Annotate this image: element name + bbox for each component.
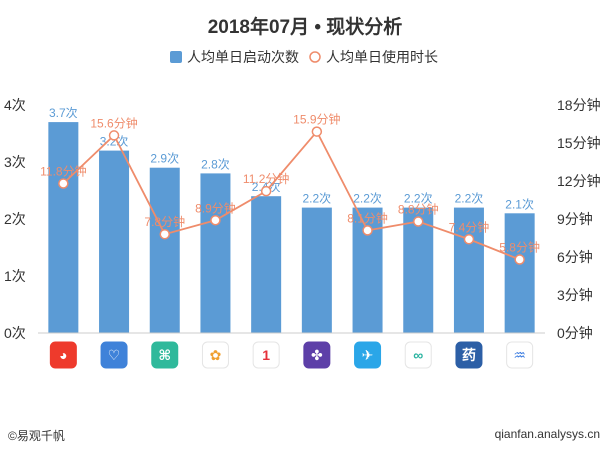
app-icon-4-glyph: ✿: [210, 347, 222, 363]
y-left-tick-label: 0次: [4, 325, 26, 341]
line-value-label: 11.8分钟: [40, 164, 86, 179]
line-value-label: 11.2分钟: [243, 171, 289, 186]
bar-value-label: 3.7次: [49, 106, 78, 120]
app-icon-10-glyph: ♒: [513, 347, 526, 363]
line-value-label: 8.1分钟: [347, 210, 388, 225]
app-icon-10: [506, 341, 534, 369]
bar-value-label: 2.2次: [455, 192, 484, 206]
line-value-label: 8.8分钟: [398, 202, 439, 217]
legend-line-swatch: [309, 51, 321, 63]
bar-value-label: 2.9次: [150, 152, 179, 166]
line-value-label: 15.9分钟: [293, 112, 340, 127]
line-value-label: 7.8分钟: [144, 214, 185, 229]
bar: [301, 207, 332, 333]
app-icon-5-glyph: 1: [262, 347, 270, 363]
chart-title: 2018年07月 • 现状分析: [208, 15, 403, 38]
y-right-tick-label: 9分钟: [557, 211, 593, 227]
line-value-label: 8.9分钟: [195, 200, 236, 215]
legend-line-label: 人均单日使用时长: [326, 49, 438, 65]
bar-value-label: 2.1次: [505, 197, 534, 211]
bar-value-label: 2.2次: [404, 192, 433, 206]
bar-value-label: 2.2次: [353, 192, 382, 206]
y-right-tick-label: 12分钟: [557, 173, 601, 189]
bar-value-label: 2.8次: [201, 157, 230, 171]
app-icon-8-glyph: ∞: [413, 347, 423, 363]
line-point: [362, 225, 373, 236]
bar: [200, 173, 231, 333]
y-right-tick-label: 0分钟: [557, 325, 593, 341]
bar: [251, 196, 282, 333]
bar: [453, 207, 484, 333]
app-icon-6: [303, 341, 331, 369]
y-left-tick-label: 4次: [4, 97, 26, 113]
line-series: [62, 129, 520, 261]
bar: [149, 167, 180, 333]
app-icon-3-glyph: ⌘: [158, 347, 171, 363]
line-point: [463, 234, 475, 245]
line-point: [58, 178, 69, 189]
line-point: [311, 126, 323, 137]
y-right-tick-label: 18分钟: [557, 97, 601, 113]
app-icon-7-glyph: ✈: [362, 347, 374, 363]
y-left-tick-label: 3次: [4, 154, 26, 170]
footer-copyright: ©易观千帆: [8, 429, 65, 443]
app-icon-5: [252, 341, 280, 369]
line-point: [108, 130, 120, 141]
line-point: [210, 215, 221, 226]
footer-url: qianfan.analysys.cn: [494, 427, 600, 441]
legend-bar-swatch: [170, 51, 182, 63]
y-right-tick-label: 3分钟: [557, 287, 593, 303]
legend-bar-label: 人均单日启动次数: [187, 49, 299, 65]
y-left-tick-label: 1次: [4, 268, 26, 284]
line-point: [514, 254, 525, 265]
app-icon-4: [201, 341, 229, 369]
line-point: [260, 185, 272, 197]
y-right-tick-label: 15分钟: [557, 135, 601, 151]
line-point: [413, 216, 424, 227]
app-icon-2-glyph: ♡: [108, 347, 121, 363]
bar-value-label: 2.2次: [303, 192, 332, 206]
bar-value-label: 3.2次: [100, 135, 129, 149]
line-value-label: 5.8分钟: [499, 240, 540, 255]
line-value-label: 15.6分钟: [90, 115, 137, 130]
bar: [48, 122, 79, 333]
app-icon-1-glyph: ◕: [59, 347, 67, 363]
bar: [403, 207, 434, 333]
app-icon-2: [100, 341, 128, 369]
y-right-tick-label: 6分钟: [557, 249, 593, 265]
bar: [99, 150, 130, 333]
y-left-tick-label: 2次: [4, 211, 26, 227]
app-icon-6-glyph: ✤: [311, 347, 323, 363]
plot-area: 0次 1次 2次 3次 4次 0分钟 3分钟 6分钟 9分钟 12分钟 15分钟 18分钟 3.7次 3.…: [4, 97, 601, 369]
app-icon-3: [151, 341, 179, 369]
app-icon-9-glyph: 药: [462, 347, 476, 363]
app-icon-1: [49, 341, 77, 369]
line-value-label: 7.4分钟: [449, 219, 490, 234]
app-icon-8: [404, 341, 432, 369]
bar: [504, 213, 535, 333]
line-point: [159, 228, 170, 240]
legend: 人均单日启动次数 人均单日使用时长: [170, 49, 438, 65]
app-icon-7: [354, 341, 382, 369]
app-icon-9: [455, 341, 483, 369]
